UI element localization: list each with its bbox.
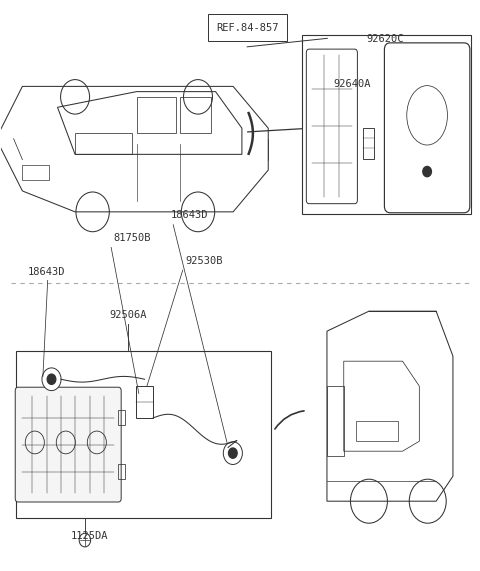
Bar bbox=[363, 128, 373, 159]
Circle shape bbox=[79, 533, 91, 547]
Bar bbox=[118, 410, 124, 425]
Circle shape bbox=[47, 374, 56, 384]
Text: 92506A: 92506A bbox=[109, 309, 146, 320]
Text: 81750B: 81750B bbox=[114, 233, 151, 243]
Bar bbox=[356, 421, 398, 441]
Bar bbox=[327, 386, 344, 456]
Text: 92640A: 92640A bbox=[334, 79, 371, 90]
Bar bbox=[118, 464, 124, 479]
Text: REF.84-857: REF.84-857 bbox=[216, 23, 278, 33]
Text: 92530B: 92530B bbox=[185, 256, 223, 266]
FancyBboxPatch shape bbox=[15, 387, 121, 502]
Circle shape bbox=[228, 448, 237, 459]
FancyBboxPatch shape bbox=[306, 49, 358, 204]
Bar bbox=[302, 35, 471, 215]
FancyBboxPatch shape bbox=[384, 43, 470, 213]
Circle shape bbox=[223, 442, 242, 464]
Bar bbox=[23, 165, 49, 180]
Circle shape bbox=[423, 167, 432, 176]
Circle shape bbox=[42, 368, 61, 391]
Text: 18643D: 18643D bbox=[28, 267, 65, 277]
Text: 92620C: 92620C bbox=[367, 34, 404, 44]
Text: 18643D: 18643D bbox=[171, 210, 208, 220]
Text: 1125DA: 1125DA bbox=[71, 531, 108, 541]
Bar bbox=[16, 351, 271, 518]
Bar bbox=[136, 386, 153, 418]
